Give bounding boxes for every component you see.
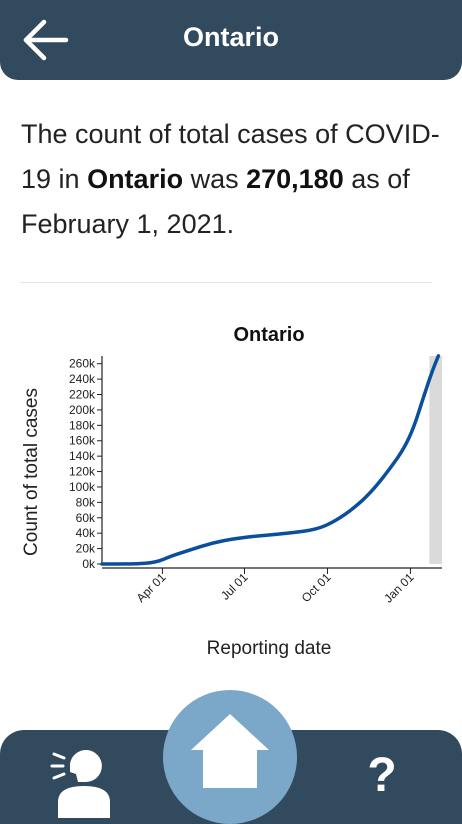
summary-middle: was: [183, 164, 247, 194]
speak-button[interactable]: [48, 742, 120, 818]
divider: [20, 282, 432, 283]
arrow-left-icon: [23, 19, 69, 61]
summary-suffix: as of February 1, 2021.: [21, 164, 410, 239]
x-tick-label: Oct 01: [299, 570, 334, 605]
recent-period-band: [429, 356, 442, 564]
summary-region: Ontario: [87, 164, 184, 194]
y-tick-label: 0k: [82, 557, 96, 571]
y-tick-label: 200k: [69, 403, 96, 417]
series-line: [100, 354, 441, 566]
x-tick-label: Jul 01: [218, 570, 251, 603]
y-axis-label: Count of total cases: [21, 388, 42, 556]
header-bar: Ontario: [0, 0, 462, 80]
y-tick-label: 260k: [69, 357, 96, 371]
x-tick-label: Apr 01: [134, 570, 169, 605]
y-tick-label: 60k: [76, 511, 96, 525]
y-tick-label: 160k: [69, 434, 96, 448]
chart-title: Ontario: [233, 324, 304, 346]
summary-count: 270,180: [246, 164, 344, 194]
y-tick-label: 220k: [69, 388, 96, 402]
summary-text: The count of total cases of COVID-19 in …: [21, 112, 451, 247]
home-button[interactable]: [163, 690, 297, 824]
summary-prefix: The count of total cases of COVID-19 in: [21, 119, 440, 194]
back-button[interactable]: [18, 14, 72, 66]
y-tick-label: 140k: [69, 449, 96, 463]
page-title: Ontario: [182, 22, 279, 52]
y-tick-label: 240k: [69, 372, 96, 386]
home-icon: [191, 714, 269, 788]
x-tick-label: Jan 01: [381, 570, 417, 606]
x-axis-label: Reporting date: [207, 638, 332, 659]
y-tick-label: 20k: [76, 542, 96, 556]
y-tick-label: 80k: [76, 495, 96, 509]
help-button[interactable]: ?: [367, 749, 397, 802]
y-tick-label: 40k: [76, 526, 96, 540]
y-tick-label: 180k: [69, 418, 96, 432]
y-tick-label: 120k: [69, 465, 96, 479]
y-tick-label: 100k: [69, 480, 96, 494]
speaking-person-icon: [50, 750, 110, 818]
